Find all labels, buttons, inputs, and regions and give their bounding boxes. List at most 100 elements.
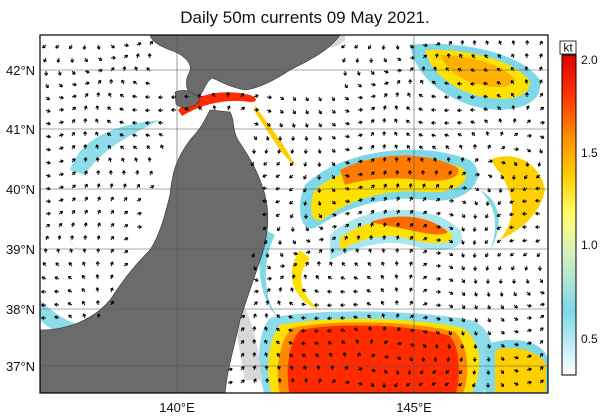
current-arrow-head [449, 239, 454, 244]
current-arrow-head [354, 262, 358, 266]
current-arrow-head [461, 318, 465, 323]
current-arrow-head [145, 81, 149, 86]
current-arrow-head [279, 123, 283, 128]
current-arrow-head [47, 211, 51, 216]
current-arrow-head [509, 225, 513, 230]
current-arrow-head [539, 150, 543, 154]
current-arrow-head [340, 328, 344, 333]
current-arrow-head [540, 379, 544, 383]
current-arrow-head [353, 289, 357, 294]
current-arrow-head [315, 275, 320, 279]
current-arrow-head [255, 94, 259, 98]
current-arrow-head [145, 108, 149, 113]
current-arrow-head [437, 316, 441, 321]
current-arrow-head [132, 94, 136, 99]
current-arrow-head [381, 313, 386, 317]
current-arrow-head [500, 305, 504, 310]
current-arrow-head [359, 367, 363, 371]
current-arrow-head [470, 81, 474, 86]
current-arrow-head [397, 356, 402, 360]
current-arrow-head [275, 174, 280, 178]
current-arrow-head [473, 215, 478, 219]
current-arrow-head [370, 383, 375, 388]
current-arrow-head [515, 147, 519, 152]
current-arrow-head [385, 81, 389, 86]
current-arrow-head [317, 163, 322, 167]
current-arrow-head [95, 131, 99, 136]
current-arrow-head [497, 201, 502, 205]
current-arrow-head [303, 163, 308, 167]
current-arrow-head [73, 82, 77, 87]
current-arrow-head [434, 345, 439, 349]
current-arrow-head [226, 105, 231, 109]
current-arrow-head [254, 301, 258, 305]
current-arrow-head [409, 223, 414, 227]
current-arrow-head [449, 304, 454, 308]
current-arrow-head [485, 202, 490, 206]
current-arrow-head [522, 225, 526, 230]
current-arrow-head [315, 353, 319, 357]
current-arrow-head [359, 381, 363, 386]
current-arrow-head [406, 145, 411, 149]
current-arrow-head [437, 303, 441, 308]
current-arrow-head [145, 95, 149, 100]
current-arrow-head [124, 210, 129, 215]
current-arrow-head [449, 252, 454, 257]
current-arrow-head [485, 253, 489, 258]
current-arrow-head [449, 265, 454, 269]
current-arrow-head [317, 150, 322, 154]
current-arrow-head [267, 123, 271, 127]
current-arrow-head [394, 118, 398, 122]
current-arrow-head [515, 355, 519, 360]
current-arrow-head [292, 240, 296, 245]
current-arrow-head [460, 157, 465, 161]
current-arrow-head [370, 119, 375, 123]
current-arrow-head [46, 224, 51, 228]
current-arrow-head [82, 313, 87, 317]
current-arrow-head [523, 252, 527, 257]
current-arrow-head [276, 227, 281, 232]
colorbar-gradient [561, 54, 577, 376]
current-arrow-head [421, 358, 426, 362]
current-arrow-head [277, 378, 282, 382]
current-arrow-head [383, 183, 387, 188]
current-arrow-head [407, 371, 412, 375]
current-arrow-head [304, 215, 309, 219]
current-arrow-head [119, 120, 123, 125]
current-arrow-head [537, 267, 542, 271]
current-arrow-head [320, 237, 324, 242]
current-arrow-head [394, 131, 398, 136]
current-arrow-head [484, 227, 489, 231]
current-arrow-head [384, 370, 388, 374]
current-arrow-head [267, 288, 271, 292]
current-arrow-head [121, 170, 126, 174]
current-arrow-head [250, 162, 255, 167]
current-arrow-head [433, 358, 438, 362]
current-arrow-head [158, 133, 163, 137]
current-arrow-head [136, 183, 141, 188]
current-arrow-head [134, 66, 139, 70]
current-arrow-head [367, 314, 371, 319]
current-arrow-head [409, 235, 414, 240]
current-arrow-head [264, 240, 268, 245]
current-arrow-head [450, 198, 454, 203]
current-arrow-head [471, 54, 475, 58]
current-arrow-head [359, 159, 363, 164]
current-arrow-head [423, 275, 427, 280]
current-arrow-head [448, 331, 452, 336]
current-arrow-head [343, 72, 348, 76]
current-arrow-head [486, 371, 491, 375]
current-arrow-head [457, 120, 461, 125]
current-arrow-head [84, 170, 88, 174]
current-arrow-head [410, 45, 414, 49]
current-arrow-head [470, 107, 474, 112]
current-arrow-head [251, 254, 256, 258]
lat-label-40: 40°N [6, 182, 35, 197]
current-arrow-head [431, 80, 436, 85]
current-arrow-head [499, 131, 504, 135]
current-arrow-head [55, 262, 59, 266]
current-arrow-head [319, 226, 324, 230]
current-arrow-head [346, 160, 350, 165]
current-arrow-head [67, 276, 72, 280]
current-arrow-head [331, 97, 335, 102]
